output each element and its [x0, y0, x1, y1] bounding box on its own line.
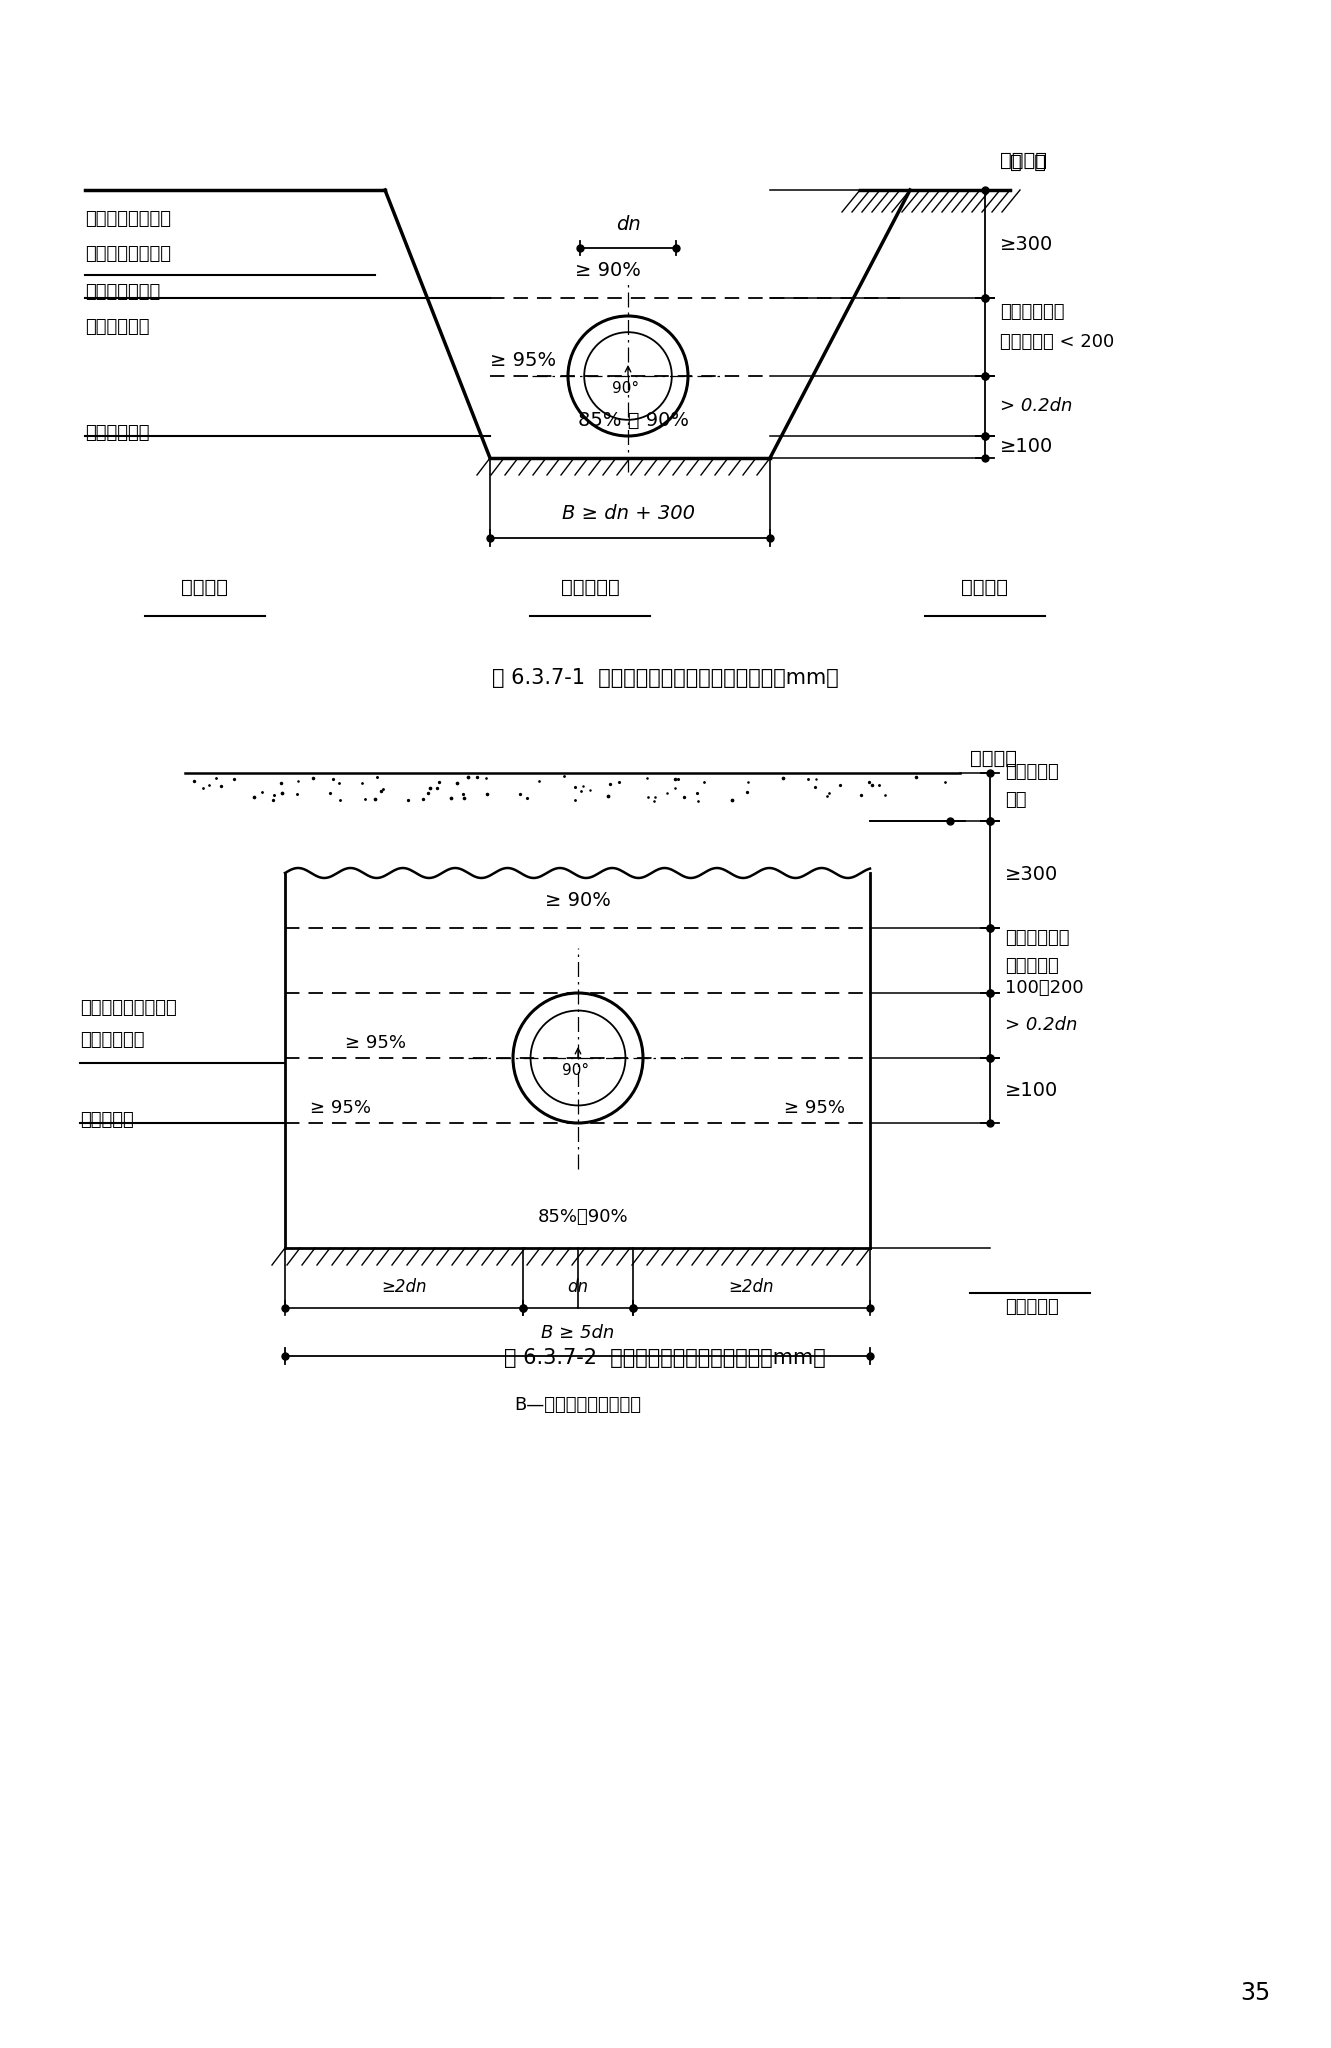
- Text: ≥300: ≥300: [1000, 236, 1053, 254]
- Text: ≥300: ≥300: [1005, 864, 1058, 885]
- Text: 按地面或路面要求: 按地面或路面要求: [85, 246, 170, 262]
- Text: dn: dn: [567, 1278, 588, 1296]
- Text: 地  面: 地 面: [1010, 154, 1046, 172]
- Text: 原状土地基: 原状土地基: [1005, 1298, 1058, 1317]
- Text: 85% ～ 90%: 85% ～ 90%: [578, 412, 688, 430]
- Text: 用砂砾或符合要: 用砂砾或符合要: [85, 283, 160, 301]
- Text: 分层回填密实: 分层回填密实: [1005, 930, 1070, 948]
- Text: 35: 35: [1240, 1980, 1270, 2005]
- Text: ≥2dn: ≥2dn: [729, 1278, 775, 1296]
- Text: 回填密实度: 回填密实度: [560, 578, 619, 598]
- Text: ≥ 95%: ≥ 95%: [345, 1034, 406, 1053]
- Text: dn: dn: [616, 215, 640, 233]
- Text: 85%～90%: 85%～90%: [538, 1208, 628, 1227]
- Text: 100～200: 100～200: [1005, 979, 1083, 997]
- Text: 回填材料: 回填材料: [181, 578, 229, 598]
- Text: ≥2dn: ≥2dn: [381, 1278, 427, 1296]
- Text: > 0.2dn: > 0.2dn: [1005, 1016, 1077, 1034]
- Text: 图 6.3.7-1  管道回填土土质及压实系数要求（mm）: 图 6.3.7-1 管道回填土土质及压实系数要求（mm）: [491, 668, 839, 688]
- Text: 90°: 90°: [612, 381, 640, 395]
- Text: 用砂砾土回填: 用砂砾土回填: [85, 424, 149, 442]
- Text: ≥100: ≥100: [1000, 438, 1053, 457]
- Text: 回填厚度: 回填厚度: [961, 578, 1009, 598]
- Text: ≥ 90%: ≥ 90%: [575, 260, 642, 281]
- Text: 细颗粒土回填: 细颗粒土回填: [80, 1030, 145, 1049]
- Text: ≥ 95%: ≥ 95%: [784, 1100, 845, 1116]
- Text: ≥ 95%: ≥ 95%: [490, 352, 556, 371]
- Text: B—管道两侧回填土区域: B—管道两侧回填土区域: [515, 1397, 642, 1413]
- Text: ≥ 95%: ≥ 95%: [310, 1100, 371, 1116]
- Text: 砂砾土回填: 砂砾土回填: [80, 1110, 133, 1128]
- Text: 按土堤要求: 按土堤要求: [1005, 764, 1058, 780]
- Text: 夯实后每层: 夯实后每层: [1005, 956, 1058, 975]
- Text: 分层回填: 分层回填: [1000, 152, 1047, 170]
- Text: 90°: 90°: [563, 1063, 590, 1077]
- Text: > 0.2dn: > 0.2dn: [1000, 397, 1073, 416]
- Text: 用砂砾或符合要求的: 用砂砾或符合要求的: [80, 999, 177, 1018]
- Text: 夯实后每层 < 200: 夯实后每层 < 200: [1000, 334, 1114, 350]
- Text: 土堤顶面: 土堤顶面: [970, 748, 1017, 768]
- Text: ≥100: ≥100: [1005, 1081, 1058, 1100]
- Text: 图 6.3.7-2  填埋式管道两侧回填土要求（mm）: 图 6.3.7-2 填埋式管道两侧回填土要求（mm）: [504, 1348, 825, 1368]
- Text: 原土回填密实系数: 原土回填密实系数: [85, 211, 170, 227]
- Text: 分层回填密实: 分层回填密实: [1000, 303, 1065, 322]
- Text: ≥ 90%: ≥ 90%: [546, 891, 611, 909]
- Text: B ≥ 5dn: B ≥ 5dn: [542, 1323, 615, 1341]
- Text: B ≥ dn + 300: B ≥ dn + 300: [562, 504, 695, 522]
- Text: 回填: 回填: [1005, 791, 1026, 809]
- Text: 求的原土回填: 求的原土回填: [85, 317, 149, 336]
